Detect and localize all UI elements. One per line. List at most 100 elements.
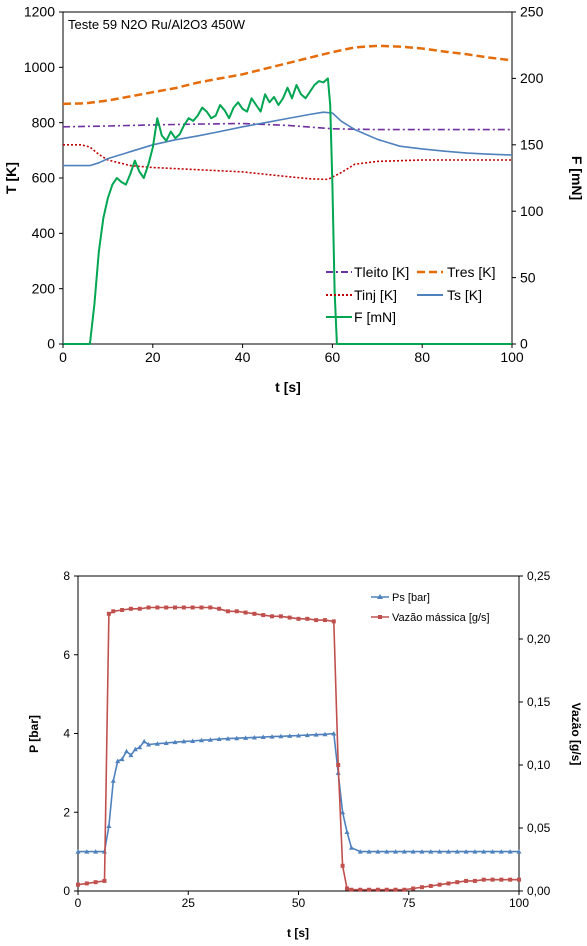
chart2-xlabel: t [s] [287,926,309,940]
data-point-ps-bar [190,738,196,743]
y2-tick-label: 0,10 [527,758,551,772]
data-point-vaz-o-m-ssica-g-s [76,882,80,887]
data-point-vaz-o-m-ssica-g-s [419,885,424,890]
data-point-ps-bar [225,736,231,741]
data-point-ps-bar [75,849,81,854]
data-point-vaz-o-m-ssica-g-s [296,616,301,621]
data-point-vaz-o-m-ssica-g-s [217,606,222,611]
data-point-ps-bar [410,849,416,854]
data-point-vaz-o-m-ssica-g-s [358,887,363,892]
x-tick-label: 25 [182,896,196,910]
series-line-tinj-k [63,144,512,181]
data-point-ps-bar [141,738,147,744]
legend-marker-vazao [378,615,382,619]
data-point-ps-bar [119,756,125,762]
data-point-vaz-o-m-ssica-g-s [437,882,442,887]
legend-label-tinj: Tinj [K] [354,287,397,303]
chart2-y2label: Vazão [g/s] [569,703,583,766]
data-point-ps-bar [516,849,522,854]
data-point-ps-bar [366,849,372,854]
data-point-vaz-o-m-ssica-g-s [84,881,89,886]
data-point-vaz-o-m-ssica-g-s [393,887,398,892]
y-tick-label: 1000 [24,59,55,75]
y2-tick-label: 0 [520,336,528,352]
data-point-vaz-o-m-ssica-g-s [120,608,125,613]
data-point-vaz-o-m-ssica-g-s [375,887,380,892]
data-point-vaz-o-m-ssica-g-s [173,605,178,610]
data-point-ps-bar [419,849,425,854]
x-tick-label: 80 [414,349,430,365]
data-point-ps-bar [375,849,381,854]
y2-tick-label: 0,00 [527,884,551,898]
data-point-ps-bar [93,849,99,854]
data-point-ps-bar [132,746,138,752]
x-tick-label: 100 [500,349,524,365]
data-point-vaz-o-m-ssica-g-s [164,605,169,610]
legend-label-tleito: Tleito [K] [354,264,409,280]
data-point-vaz-o-m-ssica-g-s [517,877,521,882]
y2-tick-label: 150 [520,136,544,152]
data-point-vaz-o-m-ssica-g-s [208,605,213,610]
data-point-vaz-o-m-ssica-g-s [481,877,486,882]
data-point-vaz-o-m-ssica-g-s [490,877,495,882]
data-point-ps-bar [401,849,407,854]
data-point-vaz-o-m-ssica-g-s [446,881,451,886]
data-point-vaz-o-m-ssica-g-s [455,880,460,885]
chart2-legend: Ps [bar] Vazão mássica [g/s] [371,592,490,624]
data-point-vaz-o-m-ssica-g-s [508,877,513,882]
temperature-force-chart: Teste 59 N2O Ru/Al2O3 450W 0 20 40 60 80 100 … [3,4,585,395]
legend-marker-ps [377,594,383,599]
data-point-vaz-o-m-ssica-g-s [322,618,327,623]
data-point-ps-bar [128,752,134,758]
data-point-ps-bar [344,829,350,834]
data-point-ps-bar [106,823,112,829]
x-tick-label: 60 [325,349,341,365]
data-point-ps-bar [110,778,116,783]
y-tick-label: 400 [32,225,56,241]
chart1-title: Teste 59 N2O Ru/Al2O3 450W [68,17,246,32]
data-point-ps-bar [463,849,469,854]
data-point-ps-bar [124,748,130,754]
data-point-ps-bar [322,731,328,737]
data-point-ps-bar [507,849,513,854]
legend-label-ps: Ps [bar] [392,592,430,604]
legend-label-ts: Ts [K] [447,287,482,303]
data-point-vaz-o-m-ssica-g-s [472,878,477,883]
legend-label-tres: Tres [K] [447,264,496,280]
data-point-ps-bar [481,849,487,854]
data-point-vaz-o-m-ssica-g-s [137,606,142,611]
x-tick-label: 40 [235,349,251,365]
data-point-ps-bar [163,740,169,745]
data-point-ps-bar [445,849,451,854]
data-point-ps-bar [357,849,363,854]
y2-tick-label: 0,25 [527,569,551,583]
data-point-ps-bar [216,736,222,742]
data-point-ps-bar [260,734,266,740]
data-point-vaz-o-m-ssica-g-s [287,615,292,620]
data-point-ps-bar [137,744,143,750]
plot-area-1 [62,11,513,345]
y-tick-label: 6 [63,648,70,662]
data-point-ps-bar [454,849,460,854]
data-point-vaz-o-m-ssica-g-s [128,606,133,611]
chart1-xlabel: t [s] [275,379,301,395]
y-tick-label: 0 [63,884,70,898]
y2-tick-label: 0,15 [527,695,551,709]
series-line-vaz-o-m-ssica-g-s [77,606,519,891]
data-point-ps-bar [207,737,213,742]
data-point-ps-bar [304,732,310,738]
data-point-ps-bar [198,737,204,743]
data-point-ps-bar [243,735,249,740]
x-tick-label: 20 [145,349,161,365]
legend-label-vazao: Vazão mássica [g/s] [392,612,490,624]
data-point-ps-bar [393,849,399,854]
data-point-vaz-o-m-ssica-g-s [225,609,230,614]
data-point-vaz-o-m-ssica-g-s [243,610,248,615]
data-point-vaz-o-m-ssica-g-s [93,880,98,885]
data-point-vaz-o-m-ssica-g-s [402,887,407,892]
y2-tick-label: 200 [520,70,544,86]
data-point-ps-bar [498,849,504,854]
y-tick-label: 8 [63,569,70,583]
data-point-ps-bar [269,734,275,739]
